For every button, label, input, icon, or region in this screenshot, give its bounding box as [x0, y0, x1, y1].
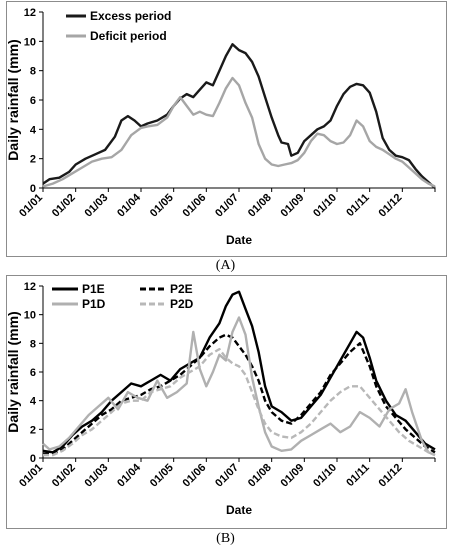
x-tick-label: 01/07	[213, 462, 241, 490]
x-tick-label: 01/02	[50, 462, 78, 490]
y-tick-label: 2	[30, 424, 36, 436]
legend-label: P2D	[170, 297, 194, 311]
x-tick-label: 01/11	[344, 462, 372, 490]
x-tick-label: 01/01	[17, 462, 45, 490]
y-tick-label: 0	[30, 183, 36, 195]
x-tick-label: 01/04	[115, 461, 144, 490]
x-tick-label: 01/10	[311, 192, 339, 220]
x-tick-label: 01/05	[148, 192, 176, 220]
x-tick-label: 01/02	[50, 192, 78, 220]
legend-label: Deficit period	[90, 29, 167, 43]
x-tick-label: 01/03	[83, 462, 111, 490]
series-line-deficit-period	[42, 76, 436, 188]
x-tick-label: 01/04	[115, 191, 144, 220]
x-axis-label-a: Date	[226, 233, 252, 247]
legend-label: Excess period	[90, 9, 171, 23]
chart-panel-a	[6, 1, 447, 257]
x-tick-label: 01/11	[344, 192, 372, 220]
y-tick-label: 4	[30, 124, 37, 136]
y-tick-label: 4	[30, 396, 37, 408]
series-line-p2e	[43, 333, 436, 455]
x-tick-label: 01/07	[213, 192, 241, 220]
x-tick-label: 01/01	[17, 192, 45, 220]
y-tick-label: 8	[30, 66, 36, 78]
panel-label-b: (B)	[216, 531, 235, 546]
series-line-p1d	[42, 316, 436, 457]
y-tick-label: 6	[30, 95, 36, 107]
series-line-p1e	[42, 290, 436, 454]
x-tick-label: 01/10	[311, 462, 339, 490]
series-line-p2d	[43, 347, 436, 457]
y-axis-label-a: Daily rainfall (mm)	[5, 39, 21, 160]
y-tick-label: 2	[30, 154, 36, 166]
legend-label: P2E	[170, 282, 193, 296]
y-tick-label: 12	[24, 7, 36, 19]
legend-label: P1E	[82, 282, 105, 296]
x-tick-label: 01/08	[246, 192, 274, 220]
y-tick-label: 10	[24, 310, 36, 322]
x-tick-label: 01/12	[377, 192, 405, 220]
x-tick-label: 01/03	[83, 192, 111, 220]
y-tick-label: 0	[30, 453, 36, 465]
y-tick-label: 6	[30, 367, 36, 379]
x-tick-label: 01/09	[279, 192, 307, 220]
x-axis-label-b: Date	[226, 503, 252, 517]
x-tick-label: 01/08	[246, 462, 274, 490]
x-tick-label: 01/06	[181, 462, 209, 490]
y-tick-label: 8	[30, 338, 36, 350]
y-axis-label-b: Daily rainfall (mm)	[5, 311, 21, 432]
x-tick-label: 01/12	[377, 462, 405, 490]
y-tick-label: 10	[24, 36, 36, 48]
panel-label-a: (A)	[215, 258, 236, 273]
x-tick-label: 01/06	[181, 192, 209, 220]
series-line-excess-period	[42, 43, 436, 189]
y-tick-label: 12	[24, 281, 36, 293]
x-tick-label: 01/05	[148, 462, 176, 490]
x-tick-label: 01/09	[279, 462, 307, 490]
legend-label: P1D	[82, 297, 106, 311]
